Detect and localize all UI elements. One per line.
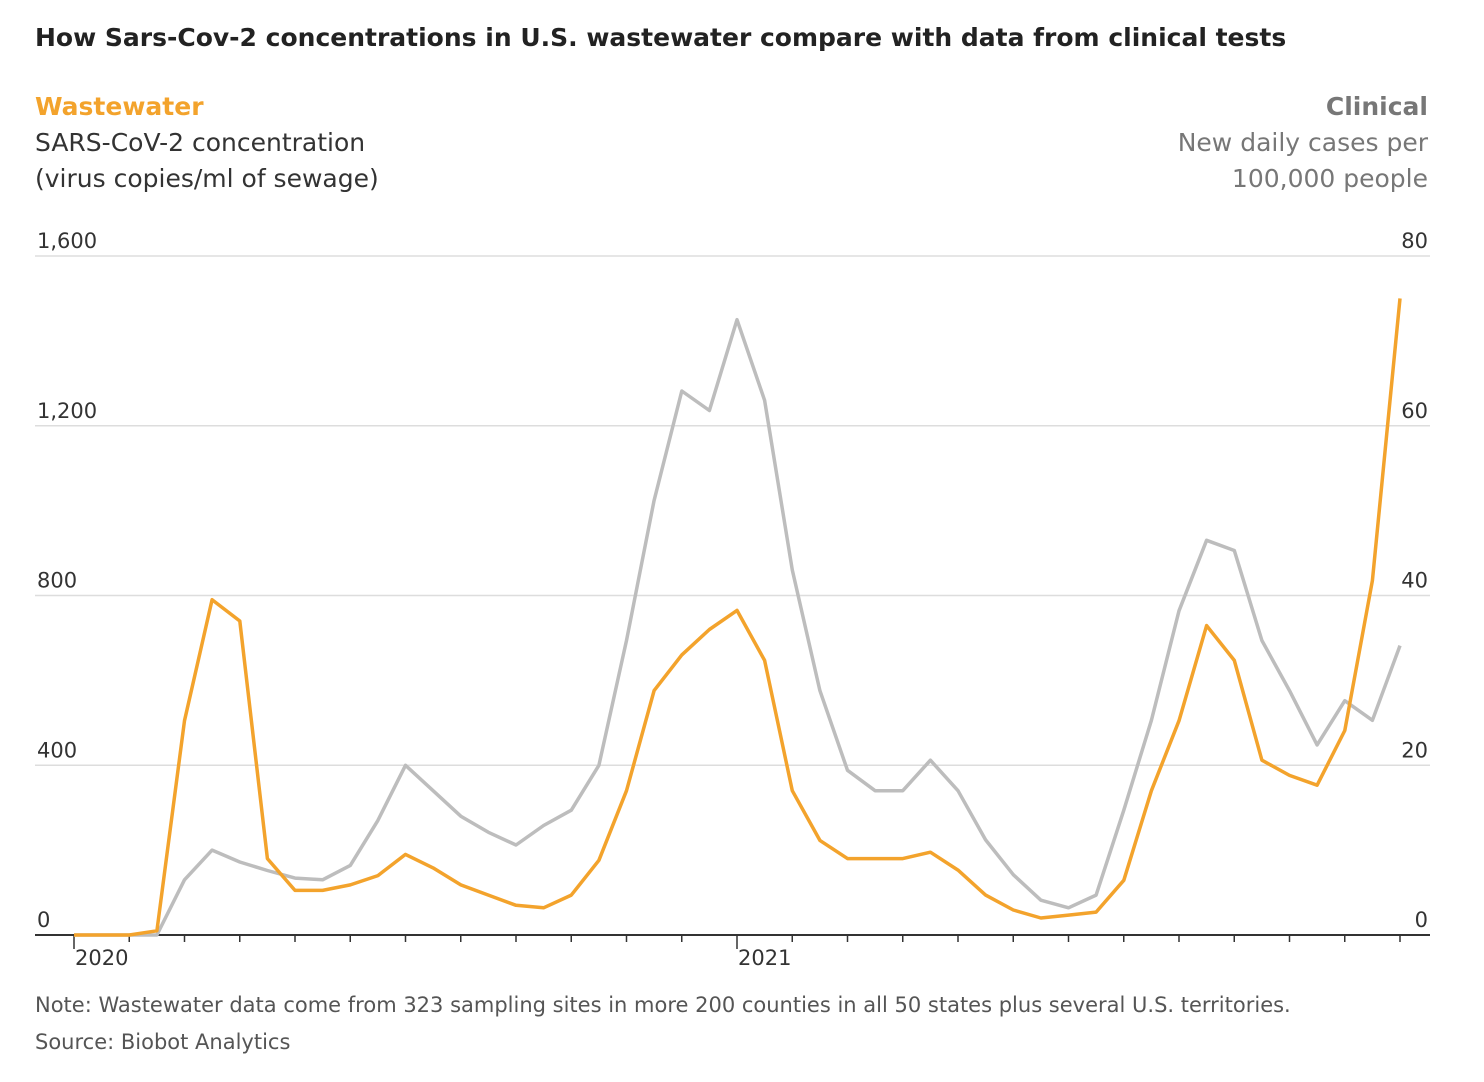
y-tick-label: 0 (37, 908, 50, 932)
y-tick-label: 400 (37, 738, 77, 762)
x-tick-label: 2020 (75, 946, 128, 970)
series-line (74, 317, 1402, 937)
y2-tick-label: 60 (1401, 399, 1428, 423)
y-axis-label: SARS-CoV-2 concentration (35, 128, 365, 157)
y2-axis-label: 100,000 people (1232, 164, 1428, 193)
source: Source: Biobot Analytics (35, 1030, 290, 1054)
y2-tick-label: 40 (1401, 569, 1428, 593)
y2-tick-label: 80 (1401, 229, 1428, 253)
right-axis-series-name: Clinical (1326, 92, 1428, 121)
x-tick-label: 2021 (738, 946, 791, 970)
y-tick-label: 800 (37, 569, 77, 593)
chart-title: How Sars-Cov-2 concentrations in U.S. wa… (35, 23, 1286, 52)
y-tick-label: 1,200 (37, 399, 97, 423)
y2-tick-label: 0 (1415, 908, 1428, 932)
y-axis-label: (virus copies/ml of sewage) (35, 164, 379, 193)
y2-tick-label: 20 (1401, 738, 1428, 762)
y2-axis-label: New daily cases per (1178, 128, 1429, 157)
series-line (74, 298, 1402, 937)
y-tick-label: 1,600 (37, 229, 97, 253)
note: Note: Wastewater data come from 323 samp… (35, 993, 1291, 1017)
left-axis-series-name: Wastewater (35, 92, 204, 121)
